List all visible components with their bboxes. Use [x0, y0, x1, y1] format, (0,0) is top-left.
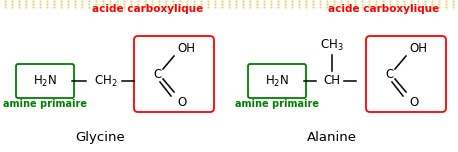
- Text: acide carboxylique: acide carboxylique: [328, 4, 440, 14]
- Text: H$_2$N: H$_2$N: [265, 73, 289, 89]
- Text: CH: CH: [323, 74, 340, 88]
- Text: amine primaire: amine primaire: [3, 99, 87, 109]
- Text: C: C: [386, 67, 394, 81]
- FancyBboxPatch shape: [366, 36, 446, 112]
- Text: CH$_2$: CH$_2$: [94, 73, 118, 89]
- Text: Alanine: Alanine: [307, 131, 357, 144]
- Text: CH$_3$: CH$_3$: [320, 37, 344, 53]
- Text: acide carboxylique: acide carboxylique: [93, 4, 204, 14]
- FancyBboxPatch shape: [134, 36, 214, 112]
- Text: O: O: [177, 95, 186, 109]
- FancyBboxPatch shape: [248, 64, 306, 98]
- FancyBboxPatch shape: [16, 64, 74, 98]
- Text: amine primaire: amine primaire: [235, 99, 319, 109]
- Text: OH: OH: [409, 41, 427, 55]
- Text: H$_2$N: H$_2$N: [33, 73, 57, 89]
- Text: C: C: [154, 67, 162, 81]
- Text: O: O: [409, 95, 419, 109]
- Text: Glycine: Glycine: [75, 131, 125, 144]
- Text: OH: OH: [177, 41, 195, 55]
